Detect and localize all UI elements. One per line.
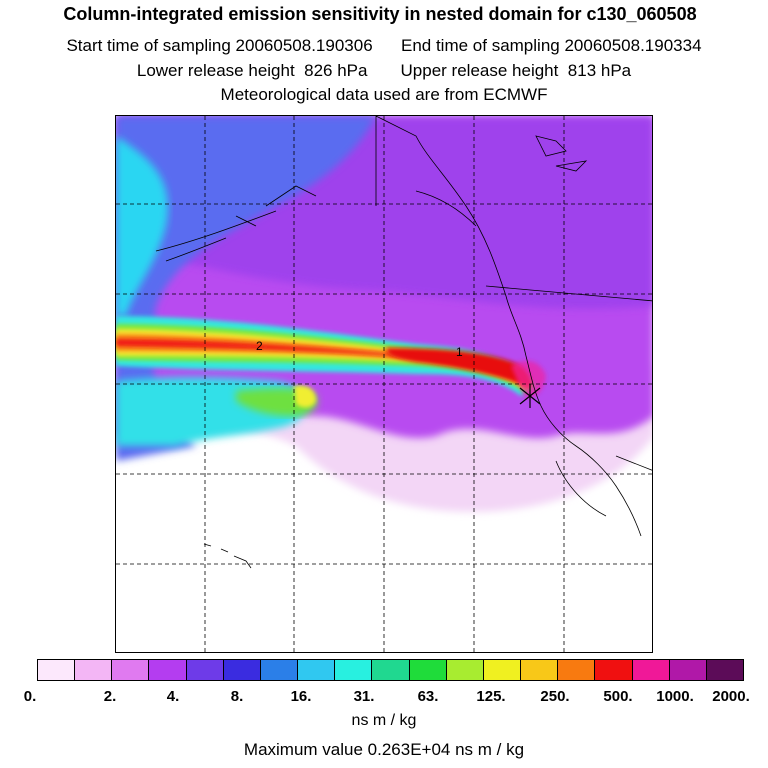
lat-lon-grid: [116, 116, 652, 652]
colorbar-tick-label: 0.: [23, 688, 37, 705]
plume-source-magenta: [511, 360, 546, 398]
colorbar-tick-label: 500.: [603, 688, 633, 705]
plume-blue-west: [116, 116, 376, 461]
met-data-line: Meteorological data used are from ECMWF: [220, 85, 548, 104]
coastlines: [155, 116, 652, 569]
plume-core-red: [116, 339, 528, 386]
colorbar-tick-label: 125.: [476, 688, 506, 705]
colorbar-segment: [186, 660, 224, 680]
colorbar-tick-label: 2000.: [712, 688, 750, 705]
map-title: Column-integrated emission sensitivity i…: [63, 4, 697, 24]
colorbar-segment: [149, 660, 187, 680]
colorbar-segment: [632, 660, 670, 680]
plume-yellow-south: [294, 385, 316, 408]
star-cross-icon: [519, 384, 541, 408]
colorbar-units: ns m / kg: [351, 712, 417, 729]
colorbar-segment: [558, 660, 596, 680]
release-height-line: Lower release height 826 hPa Upper relea…: [136, 61, 632, 80]
colorbar-segment: [595, 660, 633, 680]
colorbar-segment: [112, 660, 150, 680]
maximum-value-text: Maximum value 0.263E+04 ns m / kg: [243, 740, 525, 759]
sensitivity-map: 2 1: [115, 115, 653, 653]
plume-cyan-west: [116, 136, 168, 316]
map-canvas: 2 1: [116, 116, 652, 652]
colorbar: [37, 659, 744, 681]
contour-label-1: 1: [456, 345, 463, 359]
colorbar-tick-label: 63.: [417, 688, 439, 705]
colorbar-tick-label: 250.: [540, 688, 570, 705]
colorbar-segment: [260, 660, 299, 680]
colorbar-tick-label: 16.: [290, 688, 312, 705]
colorbar-segment: [446, 660, 484, 680]
colorbar-segment: [706, 660, 743, 680]
contour-label-2: 2: [256, 339, 263, 353]
colorbar-segment: [335, 660, 373, 680]
sampling-time-line: Start time of sampling 20060508.190306 E…: [66, 36, 702, 55]
colorbar-segment: [521, 660, 559, 680]
colorbar-segment: [38, 660, 76, 680]
colorbar-tick-label: 2.: [103, 688, 117, 705]
colorbar-segment: [669, 660, 707, 680]
colorbar-segment: [75, 660, 113, 680]
colorbar-segment: [223, 660, 261, 680]
colorbar-tick-label: 8.: [230, 688, 244, 705]
colorbar-tick-label: 1000.: [656, 688, 694, 705]
colorbar-segment: [298, 660, 336, 680]
colorbar-segment: [409, 660, 447, 680]
colorbar-segment: [483, 660, 522, 680]
colorbar-tick-label: 4.: [166, 688, 180, 705]
colorbar-segment: [372, 660, 410, 680]
plume-core-red-east: [386, 348, 532, 388]
colorbar-tick-label: 31.: [353, 688, 375, 705]
